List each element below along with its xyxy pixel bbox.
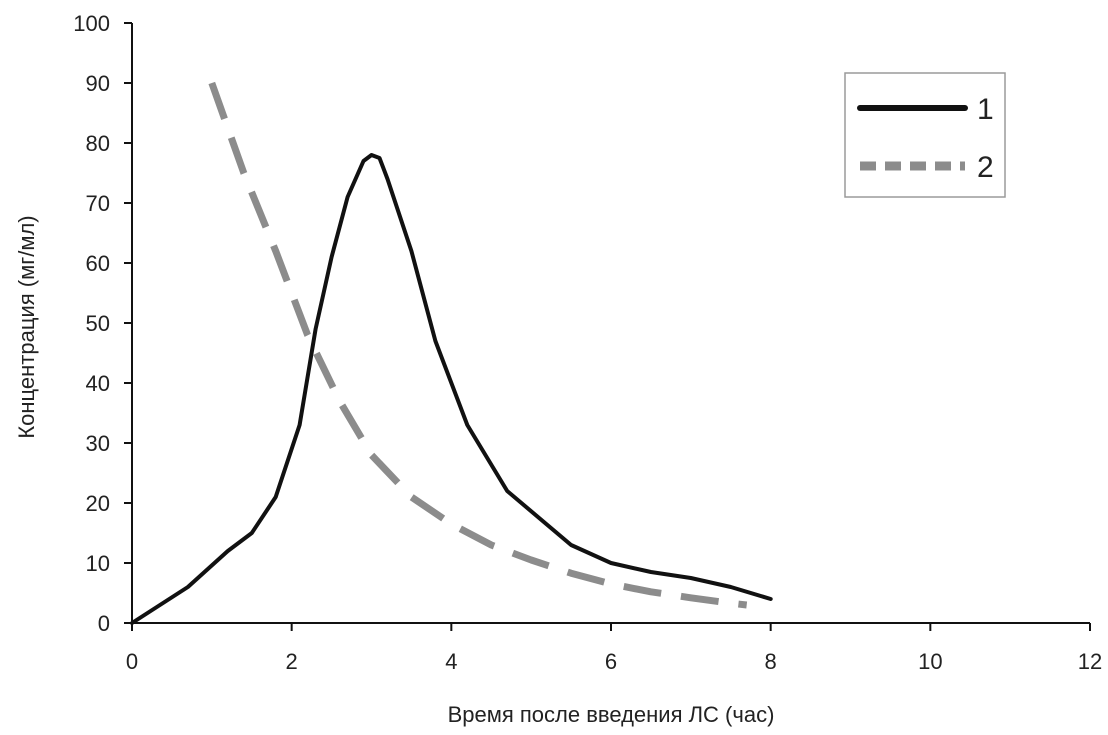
y-tick-label: 10 [86,551,110,576]
y-tick-label: 80 [86,131,110,156]
x-tick-label: 2 [286,649,298,674]
series-2-line [208,81,748,609]
y-tick-label: 30 [86,431,110,456]
x-tick-label: 6 [605,649,617,674]
y-tick-label: 90 [86,71,110,96]
y-tick-label: 100 [73,11,110,36]
x-tick-label: 10 [918,649,942,674]
y-axis-title: Концентрация (мг/мл) [14,215,39,438]
y-tick-label: 70 [86,191,110,216]
x-tick-label: 4 [445,649,457,674]
y-tick-label: 50 [86,311,110,336]
legend-label-2: 2 [977,151,994,184]
x-axis-title: Время после введения ЛС (час) [448,702,775,727]
y-tick-label: 40 [86,371,110,396]
x-tick-label: 0 [126,649,138,674]
y-tick-label: 0 [98,611,110,636]
series-1-line [130,153,773,625]
x-tick-label: 12 [1078,649,1102,674]
legend-box [844,72,1006,198]
y-tick-label: 20 [86,491,110,516]
legend-label-1: 1 [977,93,994,126]
y-tick-label: 60 [86,251,110,276]
x-tick-label: 8 [765,649,777,674]
